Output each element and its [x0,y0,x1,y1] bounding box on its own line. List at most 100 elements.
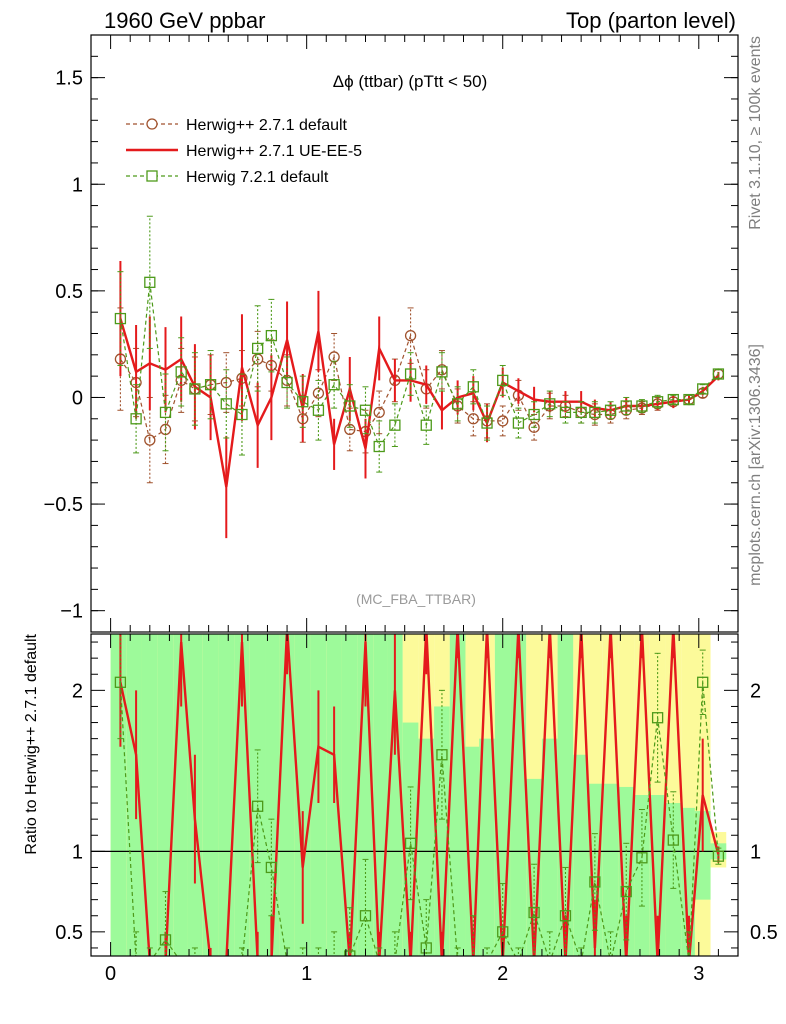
data-point-square [576,957,586,967]
y-tick-label: 0.5 [55,281,83,303]
data-point-square [282,957,292,967]
data-point-square [206,957,216,967]
data-point-square [651,396,664,408]
data-point-square [159,406,172,419]
data-point-square [436,749,448,761]
data-point-square [404,837,417,849]
ratio-band-inner [387,634,403,956]
ratio-panel-frame [90,633,739,957]
data-point-square [204,379,217,391]
data-point-square [373,440,385,453]
ratio-y-tick-label-right: 0.5 [750,922,778,944]
data-point-square [481,417,493,429]
y-tick-label: 1.5 [55,68,83,90]
x-tick-label: 0 [105,963,116,985]
data-point-square [683,393,695,406]
ratio-y-tick-label: 1 [72,841,83,863]
data-point-square [513,957,523,967]
ratio-axes: 0.5 0.5 1 1 2 2 0 1 2 3 [55,634,778,985]
data-point-square [528,408,540,421]
data-point-square [636,852,648,864]
data-point-square [544,398,556,410]
data-point-square [512,417,525,429]
ratio-band-inner [202,634,219,956]
data-point-square [528,906,540,919]
data-point-square [389,419,401,431]
data-point-square [344,950,356,956]
ratio-band-inner [602,783,619,956]
ratio-band-inner [418,738,435,956]
data-point-square [697,383,709,395]
data-point-circle [404,329,417,342]
data-point-square [451,398,464,410]
ratio-band-inner [249,634,266,956]
data-point-square [559,406,572,419]
data-point-circle [344,423,356,436]
ratio-y-axis-label: Ratio to Herwig++ 2.7.1 default [23,633,40,854]
data-point-square [620,885,632,898]
data-point-square [712,850,725,862]
data-point-square [482,957,492,967]
series-line [119,282,719,448]
data-point-square [667,834,679,846]
ratio-band-inner [557,634,574,956]
data-point-circle [467,413,479,425]
data-point-circle [328,351,340,363]
data-point-square [344,400,356,412]
ratio-band-inner [294,634,311,956]
ratio-band-inner [634,795,650,956]
legend-entry-label: Herwig 7.2.1 default [186,169,329,186]
series-line [119,634,720,956]
data-point-square [420,419,432,431]
data-point-square [359,910,372,922]
analysis-watermark: (MC_FBA_TTBAR) [356,591,476,607]
ratio-band-inner [573,754,589,956]
data-point-square [329,957,339,967]
ratio-marks [91,634,738,967]
ratio-band-inner [157,634,174,956]
data-point-square [589,876,601,888]
legend-entry-label: Herwig++ 2.7.1 UE-EE-5 [186,143,362,160]
data-point-square [297,396,309,408]
data-point-square [144,276,156,288]
data-point-square [130,413,142,425]
data-point-square [420,942,432,954]
data-point-square [313,957,323,967]
data-point-square [667,393,679,406]
data-point-square [697,676,709,688]
ratio-band-inner [494,634,511,956]
data-point-square [265,861,278,874]
ratio-y-tick-label: 2 [72,680,83,702]
data-point-square [189,383,201,395]
rivet-version-label: Rivet 3.1.10, ≥ 100k events [747,36,764,230]
data-point-square [359,404,372,416]
series-line [119,682,719,956]
data-point-square [221,957,231,967]
ratio-band-inner [126,634,142,956]
data-point-circle [144,434,156,446]
data-point-square [404,368,417,380]
data-point-square [252,800,264,812]
data-point-square [265,329,278,342]
data-point-square [252,342,264,355]
data-point-square [468,957,478,967]
data-point-square [328,379,340,391]
ratio-y-tick-label-right: 1 [750,841,761,863]
data-point-square [131,957,141,967]
legend: Herwig++ 2.7.1 default Herwig++ 2.7.1 UE-… [126,117,362,186]
data-point-square [604,404,617,416]
data-point-square [176,957,186,967]
ratio-band-inner [265,634,282,956]
data-point-square [636,400,648,412]
header-left-label: 1960 GeV ppbar [104,8,265,33]
ratio-band-inner [649,795,666,956]
y-tick-label: −1 [60,601,83,623]
data-point-square [497,926,509,938]
ratio-band-inner [449,634,466,956]
x-tick-label: 1 [301,963,312,985]
data-point-square [436,366,448,378]
data-point-square [390,957,400,967]
legend-marker-circle [146,118,158,130]
data-point-square [220,398,232,410]
